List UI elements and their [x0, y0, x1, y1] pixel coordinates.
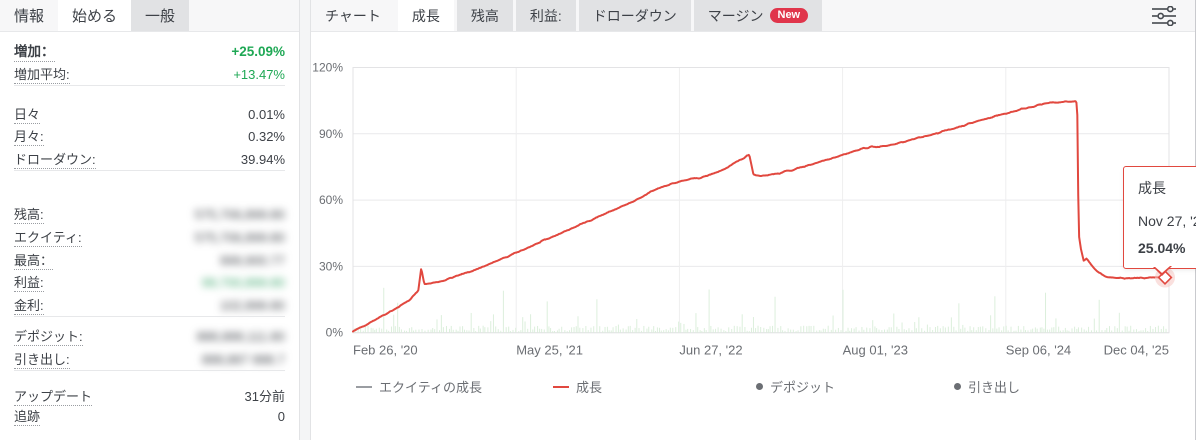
- svg-text:Jun 27, '22: Jun 27, '22: [679, 343, 742, 358]
- svg-text:30%: 30%: [319, 259, 343, 273]
- svg-text:Sep 06, '24: Sep 06, '24: [1006, 343, 1071, 358]
- svg-text:Dec 04, '25: Dec 04, '25: [1104, 343, 1169, 358]
- svg-text:Feb 26, '20: Feb 26, '20: [353, 343, 418, 358]
- svg-text:0%: 0%: [326, 326, 344, 340]
- svg-text:90%: 90%: [319, 127, 343, 141]
- svg-text:Aug 01, '23: Aug 01, '23: [843, 343, 908, 358]
- svg-text:60%: 60%: [319, 193, 343, 207]
- svg-text:120%: 120%: [312, 61, 343, 75]
- svg-text:May 25, '21: May 25, '21: [516, 343, 583, 358]
